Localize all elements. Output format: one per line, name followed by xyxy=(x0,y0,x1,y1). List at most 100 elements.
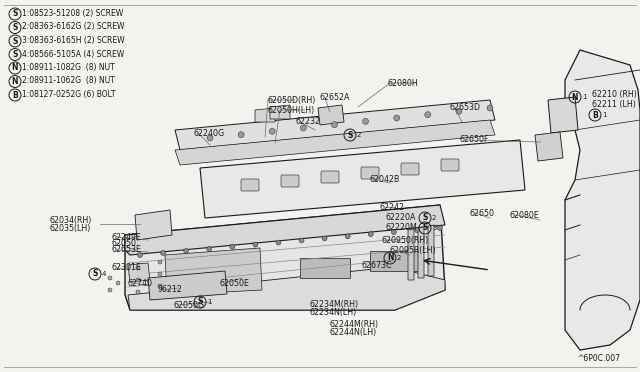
Text: 62673C: 62673C xyxy=(362,260,392,269)
Circle shape xyxy=(116,281,120,285)
Text: 2:08363-6162G (2) SCREW: 2:08363-6162G (2) SCREW xyxy=(22,22,125,32)
Polygon shape xyxy=(418,227,424,278)
Text: S: S xyxy=(12,50,18,59)
Text: 62244M(RH): 62244M(RH) xyxy=(330,321,379,330)
Text: S: S xyxy=(197,298,203,307)
Text: 62234M(RH): 62234M(RH) xyxy=(310,301,359,310)
Circle shape xyxy=(300,125,307,131)
FancyBboxPatch shape xyxy=(401,163,419,175)
Polygon shape xyxy=(318,105,344,125)
Text: 62080H: 62080H xyxy=(388,78,419,87)
Polygon shape xyxy=(148,271,227,300)
FancyBboxPatch shape xyxy=(441,159,459,171)
Circle shape xyxy=(456,108,462,114)
Circle shape xyxy=(425,112,431,118)
Text: S: S xyxy=(422,214,428,222)
Text: 62653E: 62653E xyxy=(112,246,142,254)
Circle shape xyxy=(368,232,373,237)
Polygon shape xyxy=(165,248,262,295)
FancyBboxPatch shape xyxy=(241,179,259,191)
Polygon shape xyxy=(125,205,445,310)
Polygon shape xyxy=(428,225,434,276)
Circle shape xyxy=(158,284,162,288)
Circle shape xyxy=(269,128,275,134)
Circle shape xyxy=(391,230,396,235)
Text: 62653D: 62653D xyxy=(450,103,481,112)
Circle shape xyxy=(438,225,442,231)
Text: 96212: 96212 xyxy=(158,285,183,295)
Text: 62095R(LH): 62095R(LH) xyxy=(390,246,436,254)
Text: 3:08363-6165H (2) SCREW: 3:08363-6165H (2) SCREW xyxy=(22,36,125,45)
Circle shape xyxy=(207,246,212,251)
Text: 1:08523-51208 (2) SCREW: 1:08523-51208 (2) SCREW xyxy=(22,9,124,18)
Text: N: N xyxy=(12,64,19,73)
Polygon shape xyxy=(175,100,495,150)
Polygon shape xyxy=(125,205,445,255)
Circle shape xyxy=(136,278,140,282)
Text: B: B xyxy=(12,90,18,99)
Text: 4:08566-5105A (4) SCREW: 4:08566-5105A (4) SCREW xyxy=(22,49,124,58)
Text: 62042B: 62042B xyxy=(370,176,400,185)
Text: 2:08911-1062G  (8) NUT: 2:08911-1062G (8) NUT xyxy=(22,77,115,86)
Text: 62652A: 62652A xyxy=(320,93,350,103)
Text: N: N xyxy=(387,253,393,263)
Text: 62740: 62740 xyxy=(128,279,153,288)
Circle shape xyxy=(138,253,143,257)
Circle shape xyxy=(238,132,244,138)
Circle shape xyxy=(108,276,112,280)
Text: 62080E: 62080E xyxy=(510,211,540,219)
Circle shape xyxy=(362,118,369,124)
Polygon shape xyxy=(565,50,640,350)
Text: 62249E: 62249E xyxy=(112,232,141,241)
Polygon shape xyxy=(128,267,445,310)
Text: S: S xyxy=(12,36,18,45)
Text: S: S xyxy=(12,10,18,19)
Text: 62220M: 62220M xyxy=(385,224,417,232)
Text: B: B xyxy=(592,110,598,119)
Text: 1: 1 xyxy=(602,112,607,118)
Text: 62050: 62050 xyxy=(112,238,137,247)
Polygon shape xyxy=(270,105,290,119)
Bar xyxy=(370,251,420,271)
Polygon shape xyxy=(175,120,495,165)
FancyBboxPatch shape xyxy=(321,171,339,183)
Text: 3: 3 xyxy=(432,225,436,231)
Circle shape xyxy=(487,105,493,111)
Text: 62232: 62232 xyxy=(295,118,320,126)
Text: 1: 1 xyxy=(582,94,586,100)
Text: 2: 2 xyxy=(357,132,362,138)
Polygon shape xyxy=(200,140,525,218)
Text: S: S xyxy=(12,23,18,32)
Text: 62210 (RH): 62210 (RH) xyxy=(592,90,637,99)
Polygon shape xyxy=(128,263,150,282)
Text: 62050E: 62050E xyxy=(220,279,250,288)
Circle shape xyxy=(108,288,112,292)
Text: 62301E: 62301E xyxy=(112,263,142,273)
Text: 62050G: 62050G xyxy=(173,301,204,310)
Circle shape xyxy=(230,244,235,249)
Text: 62242: 62242 xyxy=(380,202,405,212)
Text: 62244N(LH): 62244N(LH) xyxy=(330,328,377,337)
Text: 62050H(LH): 62050H(LH) xyxy=(268,106,315,115)
Circle shape xyxy=(299,238,304,243)
Text: S: S xyxy=(92,269,98,279)
Text: 1: 1 xyxy=(207,299,211,305)
Text: N: N xyxy=(572,93,579,102)
Circle shape xyxy=(345,234,350,239)
Text: 1:08911-1082G  (8) NUT: 1:08911-1082G (8) NUT xyxy=(22,63,115,72)
Circle shape xyxy=(158,260,162,264)
Circle shape xyxy=(158,272,162,276)
Circle shape xyxy=(184,248,189,253)
Circle shape xyxy=(394,115,399,121)
Text: S: S xyxy=(348,131,353,140)
Circle shape xyxy=(136,290,140,294)
Text: 62650: 62650 xyxy=(470,208,495,218)
Text: 62034(RH): 62034(RH) xyxy=(50,217,92,225)
Circle shape xyxy=(161,250,166,256)
Text: 62035(LH): 62035(LH) xyxy=(50,224,92,234)
Text: 62211 (LH): 62211 (LH) xyxy=(592,99,636,109)
Text: 1:08127-0252G (6) BOLT: 1:08127-0252G (6) BOLT xyxy=(22,90,115,99)
Polygon shape xyxy=(535,132,563,161)
Circle shape xyxy=(136,266,140,270)
Text: 2: 2 xyxy=(432,215,436,221)
